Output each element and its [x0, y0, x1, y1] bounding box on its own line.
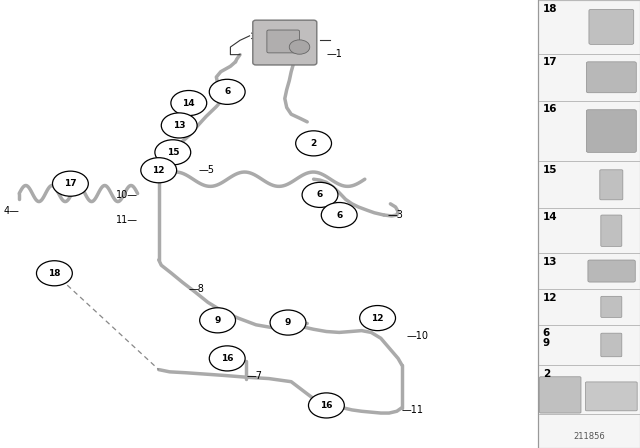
Text: 15: 15	[543, 165, 557, 175]
Text: —10: —10	[406, 331, 428, 341]
Circle shape	[161, 113, 197, 138]
Text: 13: 13	[173, 121, 186, 130]
Bar	[538, 0, 640, 448]
Text: 11—: 11—	[116, 215, 138, 224]
FancyBboxPatch shape	[601, 215, 622, 246]
Circle shape	[270, 310, 306, 335]
Circle shape	[296, 131, 332, 156]
Text: 18: 18	[543, 4, 557, 13]
Text: 12: 12	[371, 314, 384, 323]
Text: —3: —3	[387, 210, 403, 220]
FancyBboxPatch shape	[601, 296, 622, 318]
Circle shape	[289, 40, 310, 54]
Text: 16: 16	[320, 401, 333, 410]
Circle shape	[209, 79, 245, 104]
Circle shape	[171, 90, 207, 116]
Circle shape	[52, 171, 88, 196]
FancyBboxPatch shape	[600, 170, 623, 200]
Text: 4—: 4—	[3, 206, 19, 215]
Circle shape	[209, 346, 245, 371]
FancyBboxPatch shape	[601, 333, 622, 357]
Text: 10—: 10—	[116, 190, 138, 200]
Circle shape	[200, 308, 236, 333]
Text: 12: 12	[543, 293, 557, 302]
FancyBboxPatch shape	[540, 377, 581, 413]
Text: 16: 16	[221, 354, 234, 363]
Text: —5: —5	[198, 165, 214, 175]
FancyBboxPatch shape	[267, 30, 300, 53]
Text: 14: 14	[543, 212, 557, 222]
FancyBboxPatch shape	[253, 20, 317, 65]
Text: 17: 17	[64, 179, 77, 188]
Circle shape	[360, 306, 396, 331]
Text: 9: 9	[214, 316, 221, 325]
Text: 14: 14	[182, 99, 195, 108]
Text: 6: 6	[336, 211, 342, 220]
Text: 9: 9	[285, 318, 291, 327]
Text: —8: —8	[189, 284, 205, 294]
FancyBboxPatch shape	[589, 9, 634, 44]
Circle shape	[141, 158, 177, 183]
Circle shape	[308, 393, 344, 418]
Text: —1: —1	[326, 49, 342, 59]
Text: 18: 18	[48, 269, 61, 278]
FancyBboxPatch shape	[586, 62, 636, 93]
Text: 12: 12	[152, 166, 165, 175]
Text: 2: 2	[543, 369, 550, 379]
Text: 16: 16	[543, 104, 557, 114]
Text: 15: 15	[166, 148, 179, 157]
FancyBboxPatch shape	[588, 260, 636, 282]
Text: —11: —11	[402, 405, 424, 415]
Circle shape	[321, 202, 357, 228]
Circle shape	[155, 140, 191, 165]
Text: 6: 6	[224, 87, 230, 96]
Text: —7: —7	[246, 371, 262, 381]
Circle shape	[302, 182, 338, 207]
Text: 13: 13	[543, 257, 557, 267]
Text: 6: 6	[317, 190, 323, 199]
Circle shape	[36, 261, 72, 286]
Text: 17: 17	[543, 57, 557, 67]
FancyBboxPatch shape	[586, 110, 636, 152]
Text: 211856: 211856	[573, 432, 605, 441]
Text: 2: 2	[310, 139, 317, 148]
Text: 6
9: 6 9	[543, 328, 550, 349]
FancyBboxPatch shape	[586, 382, 637, 411]
